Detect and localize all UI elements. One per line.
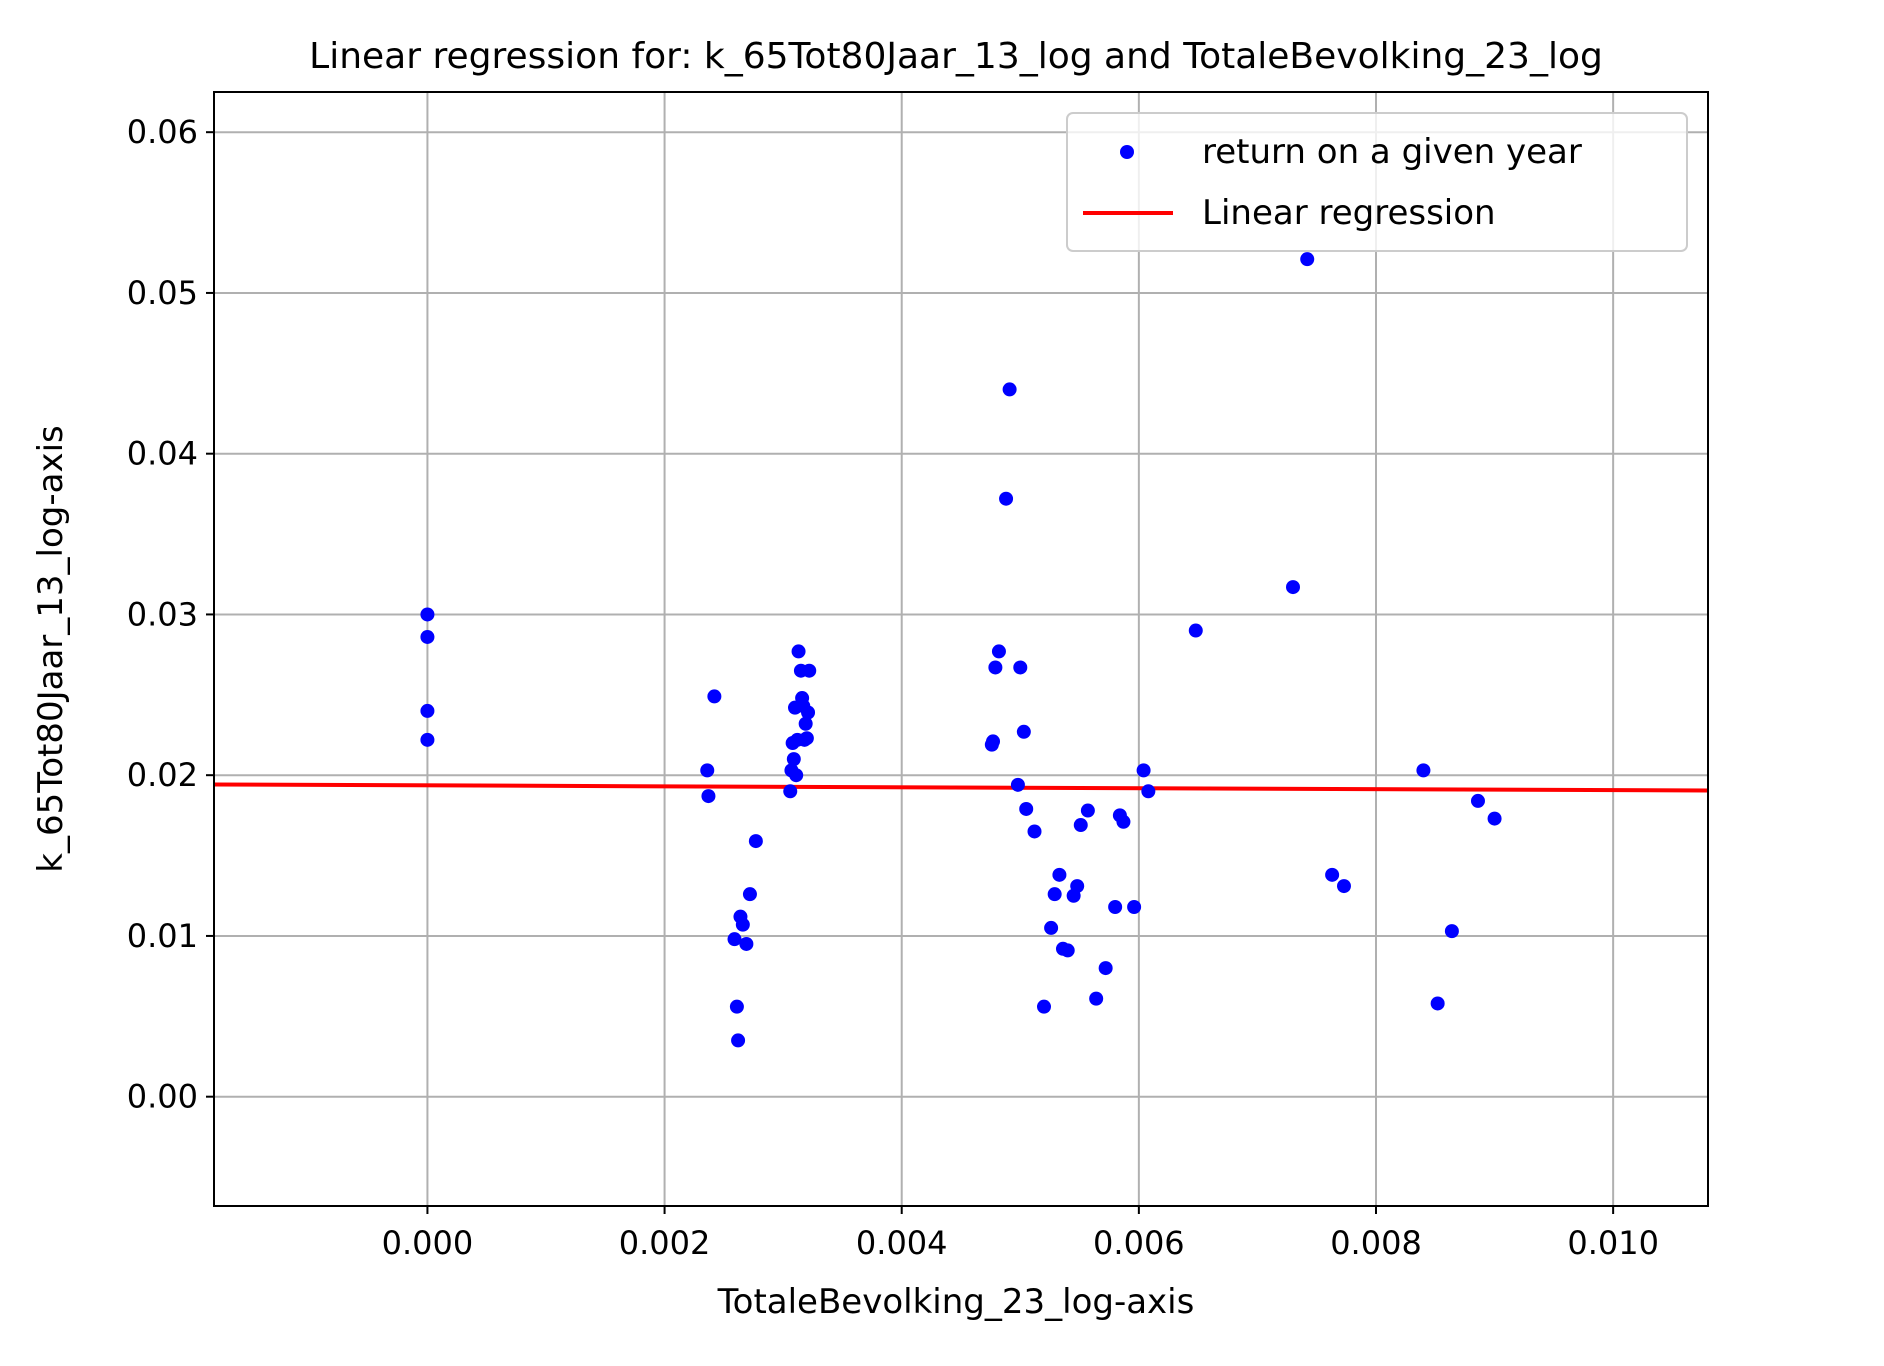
scatter-point: [1080, 803, 1095, 818]
scatter-point: [1141, 784, 1156, 799]
scatter-point: [1073, 818, 1088, 833]
scatter-point: [1010, 777, 1025, 792]
scatter-point: [999, 491, 1014, 506]
y-tick-label: 0.01: [127, 917, 198, 955]
scatter-point: [1052, 867, 1067, 882]
scatter-point: [1027, 824, 1042, 839]
regression-line: [214, 782, 1708, 793]
x-tick-label: 0.002: [619, 1224, 711, 1262]
legend-marker: [1120, 145, 1134, 159]
scatter-point: [420, 703, 435, 718]
scatter-point: [1108, 900, 1123, 915]
legend-label-regression: Linear regression: [1202, 193, 1496, 233]
scatter-point: [1098, 961, 1113, 976]
scatter-point: [1116, 814, 1131, 829]
scatter-point: [789, 768, 804, 783]
y-tick-label: 0.03: [127, 595, 198, 633]
chart-title: Linear regression for: k_65Tot80Jaar_13_…: [309, 36, 1603, 77]
scatter-point: [735, 917, 750, 932]
scatter-point: [1300, 252, 1315, 267]
legend-box: [1066, 112, 1688, 252]
scatter-point: [1044, 920, 1059, 935]
scatter-point: [701, 789, 716, 804]
x-tick-label: 0.004: [856, 1224, 948, 1262]
scatter-point: [1336, 879, 1351, 894]
x-tick-label: 0.010: [1567, 1224, 1659, 1262]
scatter-point: [1430, 996, 1445, 1011]
x-axis-ticks: 0.000 0.002 0.004 0.006 0.008 0.010: [382, 1206, 1659, 1262]
scatter-point: [727, 932, 742, 947]
scatter-point: [420, 629, 435, 644]
scatter-point: [739, 936, 754, 951]
y-tick-label: 0.06: [127, 113, 198, 151]
grid-lines: [214, 92, 1708, 1206]
scatter-point: [1047, 887, 1062, 902]
plot-series: [214, 252, 1708, 1048]
scatter-point: [1016, 724, 1031, 739]
scatter-point: [731, 1033, 746, 1048]
scatter-point: [707, 689, 722, 704]
scatter-point: [748, 834, 763, 849]
legend: return on a given year Linear regression: [1066, 112, 1688, 252]
scatter-point: [791, 644, 806, 659]
scatter-point: [991, 644, 1006, 659]
plot-frame: [213, 91, 1709, 1207]
scatter-point: [798, 716, 813, 731]
x-tick-label: 0.008: [1330, 1224, 1422, 1262]
y-axis-label: k_65Tot80Jaar_13_log-axis: [31, 425, 71, 873]
scatter-point: [1470, 793, 1485, 808]
legend-label-scatter: return on a given year: [1202, 132, 1582, 172]
scatter-point: [988, 660, 1003, 675]
scatter-point: [1444, 924, 1459, 939]
scatter-point: [799, 731, 814, 746]
scatter-point: [1286, 580, 1300, 595]
y-tick-label: 0.00: [127, 1078, 198, 1116]
scatter-point: [742, 887, 757, 902]
scatter-point: [729, 999, 744, 1014]
scatter-point: [1127, 900, 1142, 915]
scatter-point: [1325, 867, 1340, 882]
scatter-point: [1060, 943, 1075, 958]
y-axis-ticks: 0.00 0.01 0.02 0.03 0.04 0.05 0.06: [127, 113, 214, 1116]
y-tick-label: 0.04: [127, 435, 198, 473]
y-tick-label: 0.05: [127, 274, 198, 312]
scatter-point: [986, 734, 1001, 749]
scatter-point: [801, 705, 816, 720]
scatter-point: [1013, 660, 1028, 675]
scatter-point: [786, 752, 801, 767]
y-tick-label: 0.02: [127, 756, 198, 794]
scatter-point: [1037, 999, 1051, 1014]
scatter-point: [1089, 991, 1104, 1006]
x-axis-label: TotaleBevolking_23_log-axis: [717, 1282, 1195, 1322]
x-tick-label: 0.006: [1093, 1224, 1185, 1262]
scatter-point: [700, 763, 715, 778]
scatter-point: [1416, 763, 1431, 778]
scatter-point: [420, 732, 435, 747]
scatter-point: [783, 784, 798, 799]
scatter-point: [1487, 811, 1502, 826]
scatter-point: [1070, 879, 1085, 894]
scatter-point: [1019, 801, 1034, 816]
scatter-point: [802, 663, 817, 678]
scatter-point: [1002, 382, 1017, 397]
scatter-point: [420, 607, 435, 622]
x-tick-label: 0.000: [382, 1224, 474, 1262]
scatter-point: [1136, 763, 1151, 778]
scatter-point: [1188, 623, 1203, 638]
